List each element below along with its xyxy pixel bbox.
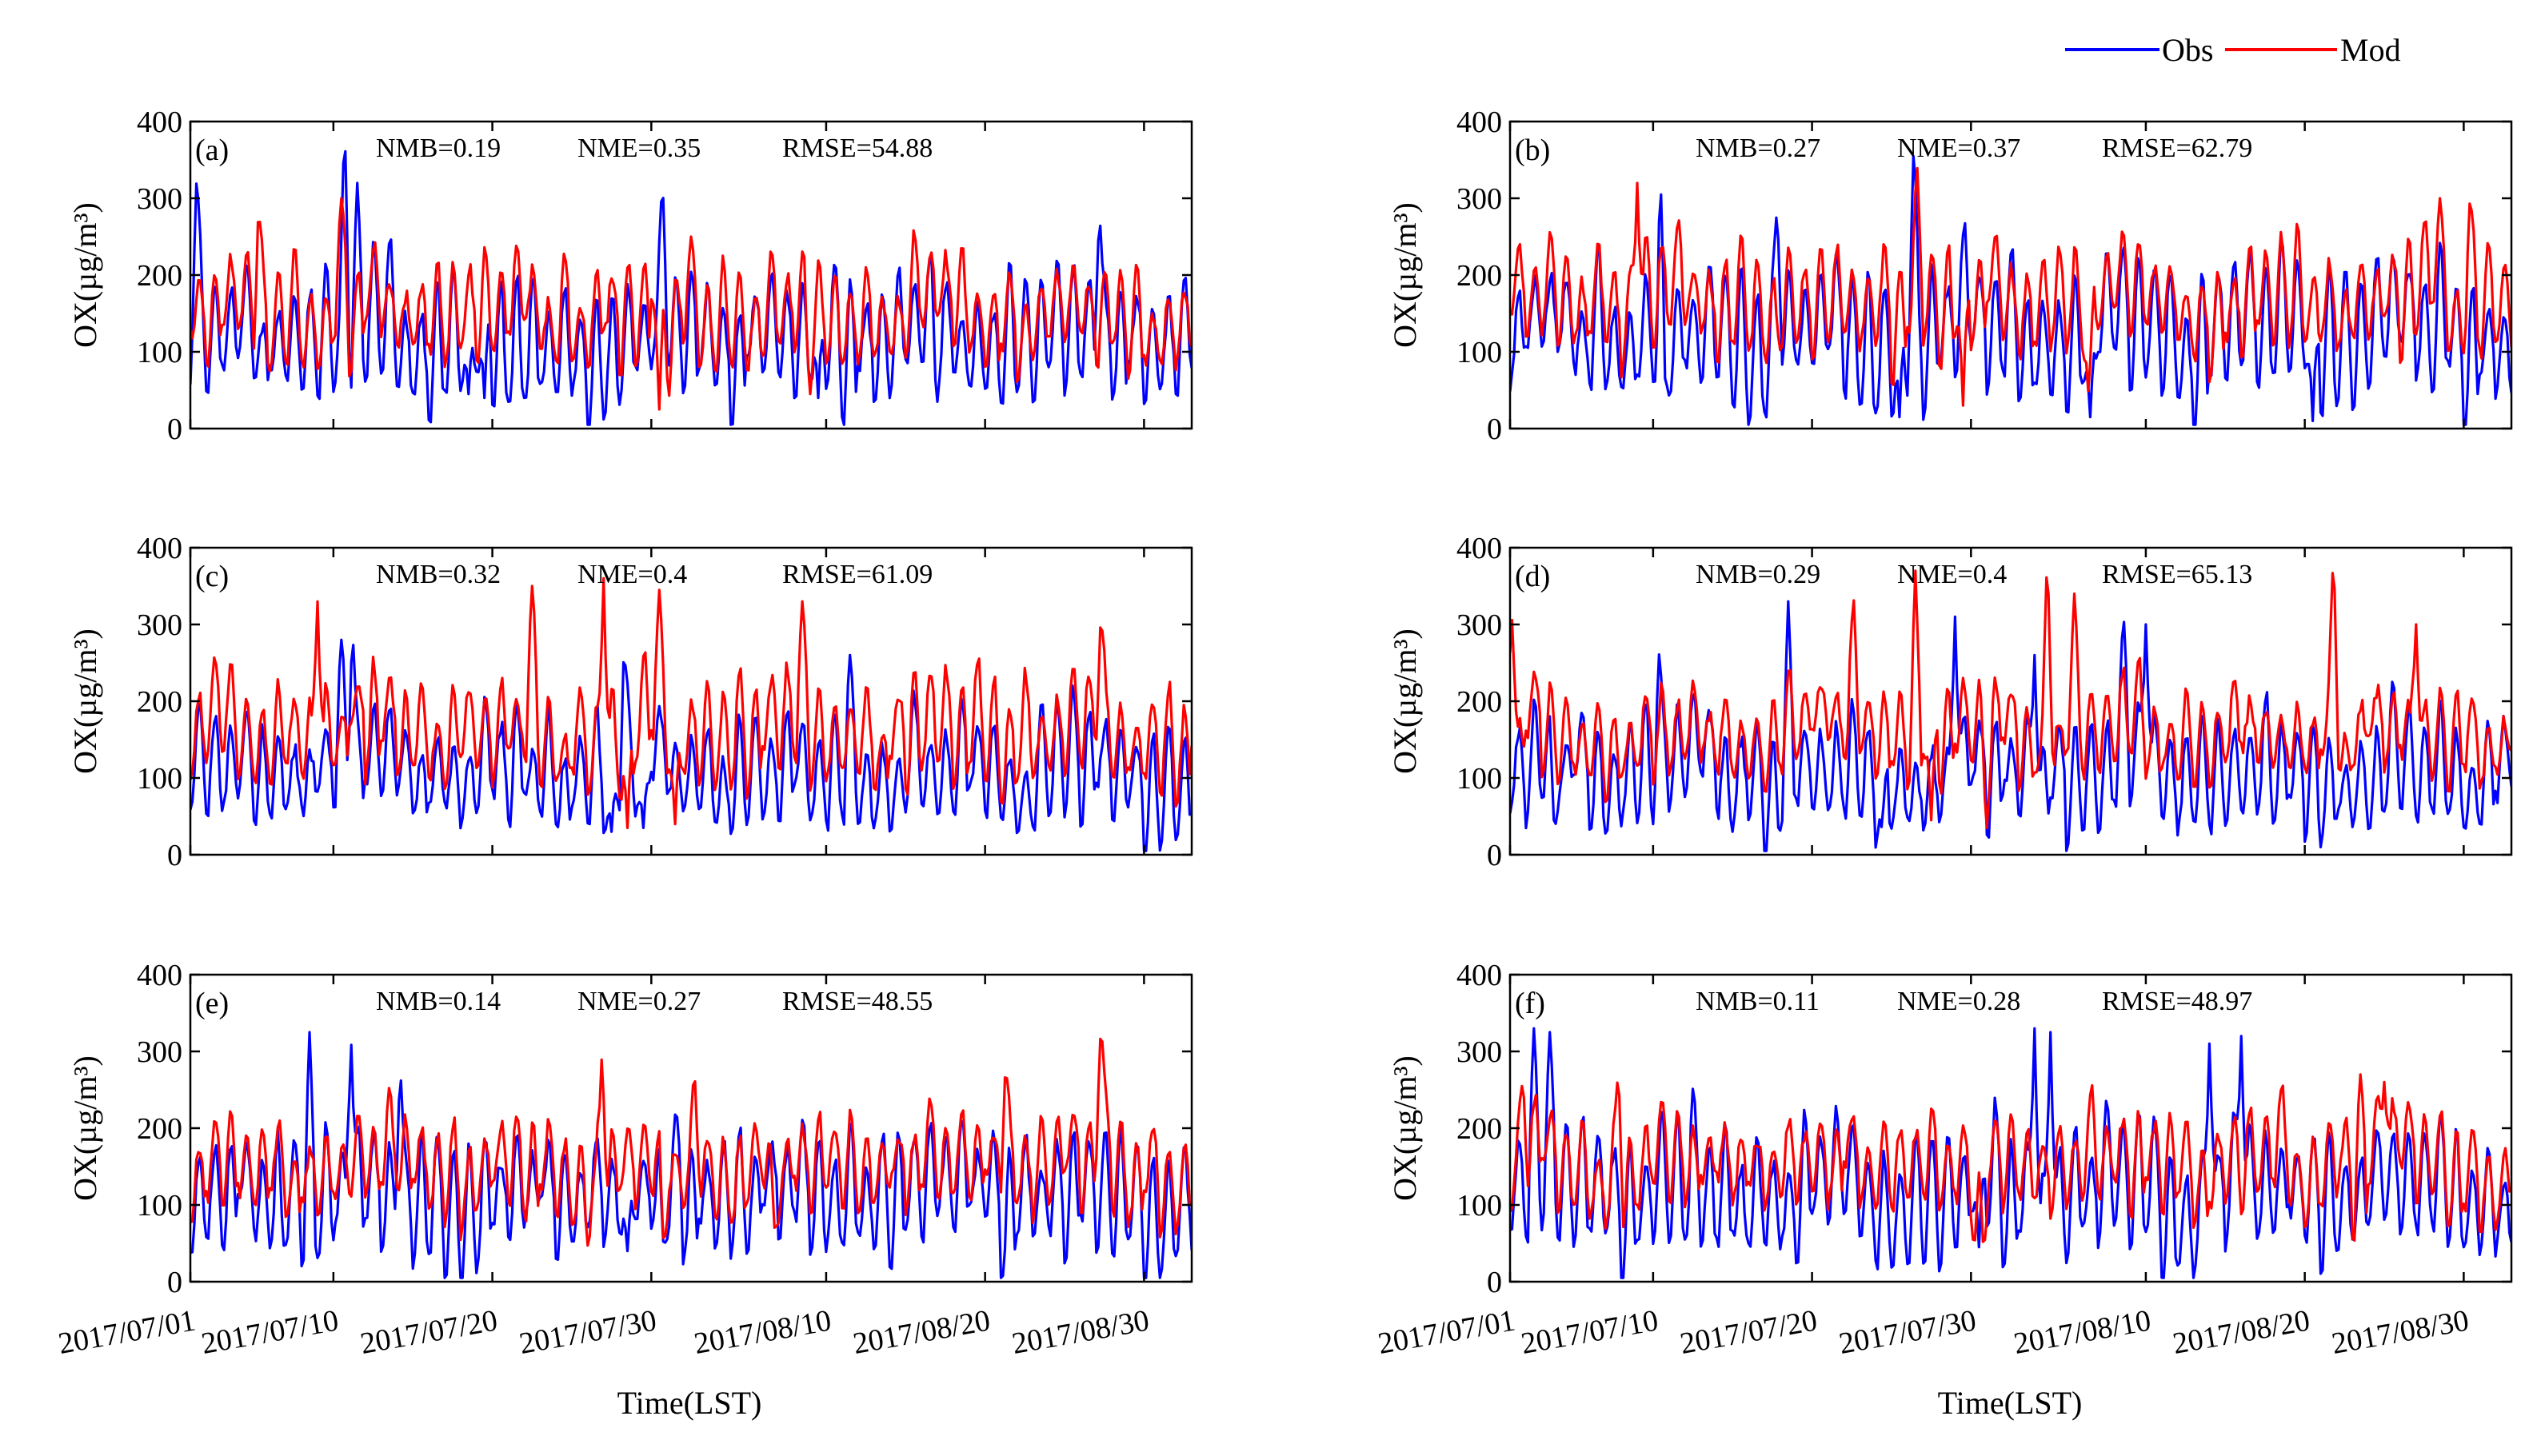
y-tick-label: 300 xyxy=(1456,608,1502,642)
y-tick-label: 100 xyxy=(137,1189,182,1223)
y-axis-title-a: OX(µg/m³) xyxy=(67,202,103,348)
y-tick-label: 200 xyxy=(137,1112,182,1146)
nmb-label-f: NMB=0.11 xyxy=(1696,987,1820,1016)
y-tick-label: 200 xyxy=(137,685,182,719)
y-axis-title-f: OX(µg/m³) xyxy=(1387,1055,1423,1201)
y-tick-label: 400 xyxy=(137,532,182,565)
panel-label-f: (f) xyxy=(1515,987,1545,1020)
nmb-label-d: NMB=0.29 xyxy=(1696,560,1820,589)
nme-label-c: NME=0.4 xyxy=(577,560,687,589)
y-tick-label: 100 xyxy=(137,336,182,369)
panel-label-a: (a) xyxy=(195,134,229,167)
nme-label-b: NME=0.37 xyxy=(1897,134,2020,163)
y-axis-title-e: OX(µg/m³) xyxy=(67,1055,103,1201)
legend-mod-label: Mod xyxy=(2340,32,2401,68)
nmb-label-b: NMB=0.27 xyxy=(1696,134,1820,163)
series-mod-line-c xyxy=(190,576,1192,829)
rmse-label-c: RMSE=61.09 xyxy=(782,560,933,589)
y-tick-label: 0 xyxy=(167,839,182,872)
panel-c: 0 100 200 300 400 OX(µg/m³) (c) NMB=0.32 NME=0.4… xyxy=(67,532,1193,872)
panel-label-b: (b) xyxy=(1515,134,1550,167)
panel-label-c: (c) xyxy=(195,560,229,593)
series-mod-line-d xyxy=(1510,569,2511,829)
panel-d: 0 100 200 300 400 OX(µg/m³) (d) NMB=0.29 NME=0.4… xyxy=(1387,532,2513,872)
panel-label-e: (e) xyxy=(195,987,229,1020)
y-tick-label: 100 xyxy=(1456,762,1502,796)
y-tick-label: 400 xyxy=(137,959,182,992)
legend: Obs Mod xyxy=(2065,32,2401,68)
y-tick-label: 400 xyxy=(1456,959,1502,992)
nmb-label-e: NMB=0.14 xyxy=(376,987,501,1016)
series-mod-line-f xyxy=(1510,1073,2511,1243)
y-tick-label: 100 xyxy=(1456,336,1502,369)
y-tick-label: 200 xyxy=(137,259,182,293)
y-tick-label: 0 xyxy=(1487,413,1502,446)
nme-label-d: NME=0.4 xyxy=(1897,560,2007,589)
series-obs-line-b xyxy=(1510,154,2511,426)
series-mod-line-a xyxy=(190,197,1192,411)
series-mod-line-b xyxy=(1510,166,2511,407)
nme-label-e: NME=0.27 xyxy=(577,987,701,1016)
y-axis-title-c: OX(µg/m³) xyxy=(67,628,103,774)
nmb-label-a: NMB=0.19 xyxy=(376,134,501,163)
y-tick-label: 0 xyxy=(1487,1266,1502,1299)
panel-label-d: (d) xyxy=(1515,560,1550,593)
series-mod-line-e xyxy=(190,1037,1192,1247)
y-axis-title-b: OX(µg/m³) xyxy=(1387,202,1423,348)
nme-label-f: NME=0.28 xyxy=(1897,987,2020,1016)
rmse-label-f: RMSE=48.97 xyxy=(2102,987,2252,1016)
y-tick-label: 0 xyxy=(167,1266,182,1299)
y-tick-label: 100 xyxy=(1456,1189,1502,1223)
legend-obs-label: Obs xyxy=(2162,32,2213,68)
y-tick-label: 200 xyxy=(1456,685,1502,719)
rmse-label-a: RMSE=54.88 xyxy=(782,134,933,163)
rmse-label-d: RMSE=65.13 xyxy=(2102,560,2252,589)
panel-a: 0 100 200 300 400 OX(µg/m³) (a) NMB=0.19 NME=0.3… xyxy=(67,106,1193,446)
y-tick-label: 400 xyxy=(137,106,182,139)
y-axis-title-d: OX(µg/m³) xyxy=(1387,628,1423,774)
y-tick-label: 200 xyxy=(1456,1112,1502,1146)
rmse-label-e: RMSE=48.55 xyxy=(782,987,933,1016)
y-tick-label: 300 xyxy=(1456,1035,1502,1069)
nme-label-a: NME=0.35 xyxy=(577,134,701,163)
y-tick-label: 300 xyxy=(137,1035,182,1069)
x-axis-title-right: Time(LST) xyxy=(1938,1385,2083,1421)
x-axis-title-left: Time(LST) xyxy=(617,1385,762,1421)
y-tick-label: 200 xyxy=(1456,259,1502,293)
panel-b: 0 100 200 300 400 OX(µg/m³) (b) NMB=0.27 NME=0.3… xyxy=(1387,106,2513,446)
y-tick-label: 400 xyxy=(1456,532,1502,565)
nmb-label-c: NMB=0.32 xyxy=(376,560,501,589)
y-tick-label: 300 xyxy=(137,182,182,216)
series-obs-line-c xyxy=(190,638,1192,852)
y-tick-label: 0 xyxy=(167,413,182,446)
y-tick-label: 0 xyxy=(1487,839,1502,872)
y-tick-label: 300 xyxy=(137,608,182,642)
y-tick-label: 100 xyxy=(137,762,182,796)
series-obs-line-a xyxy=(190,150,1192,426)
y-tick-label: 300 xyxy=(1456,182,1502,216)
rmse-label-b: RMSE=62.79 xyxy=(2102,134,2252,163)
y-tick-label: 400 xyxy=(1456,106,1502,139)
